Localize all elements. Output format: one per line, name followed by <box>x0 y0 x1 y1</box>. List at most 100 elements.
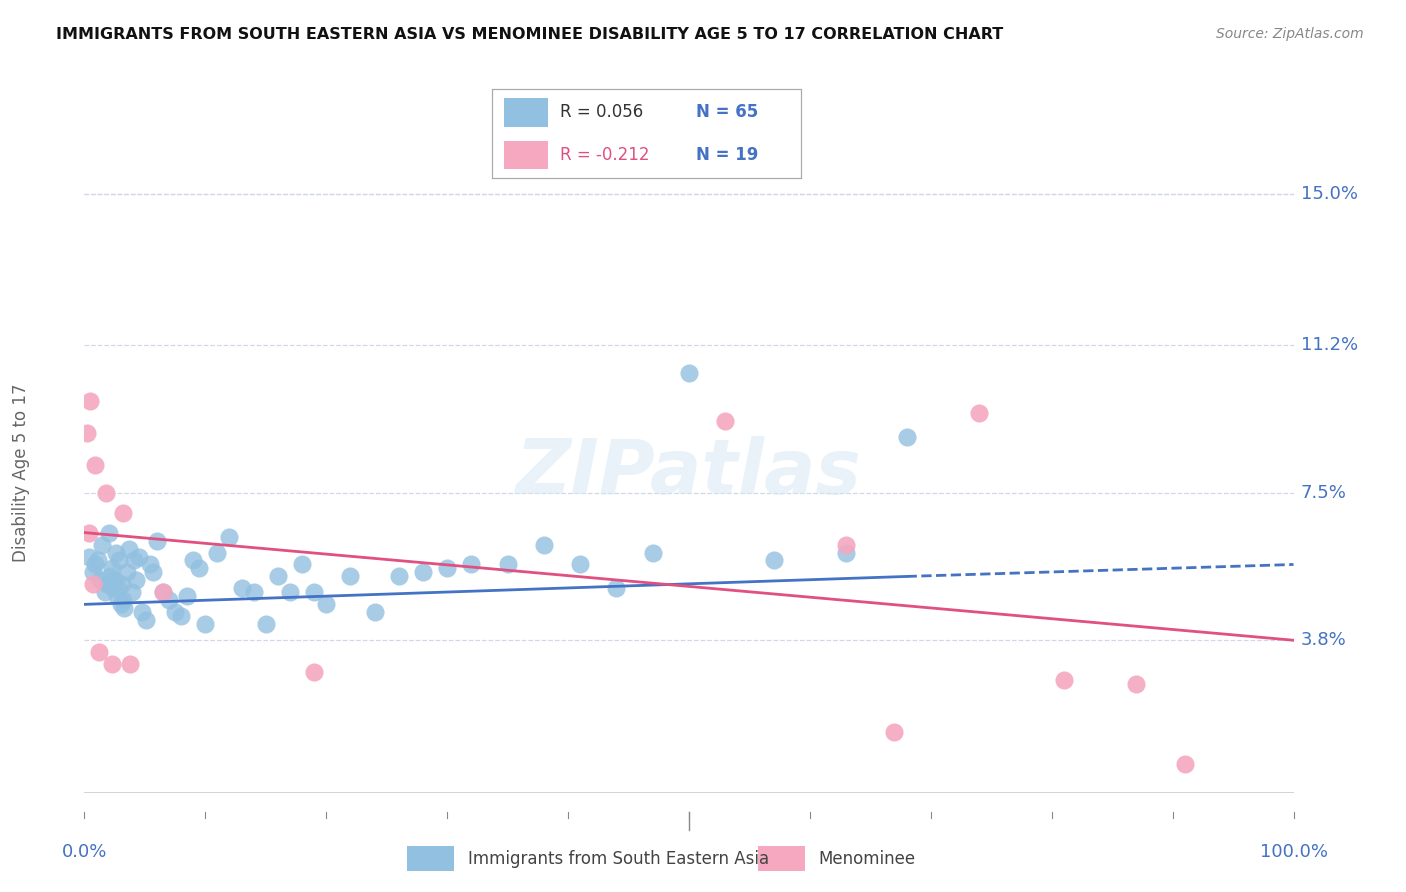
Text: Source: ZipAtlas.com: Source: ZipAtlas.com <box>1216 27 1364 41</box>
Text: ZIPatlas: ZIPatlas <box>516 436 862 509</box>
Point <box>388 569 411 583</box>
Point <box>460 558 482 572</box>
Text: 0.0%: 0.0% <box>62 843 107 861</box>
Text: 15.0%: 15.0% <box>1301 185 1358 202</box>
Point <box>242 585 264 599</box>
Point <box>107 582 129 596</box>
Point <box>762 553 785 567</box>
Point <box>152 585 174 599</box>
Point <box>89 574 111 588</box>
Point <box>1125 677 1147 691</box>
Point <box>436 561 458 575</box>
Point <box>181 553 204 567</box>
Text: Menominee: Menominee <box>818 849 915 868</box>
Point <box>94 585 117 599</box>
Point <box>115 566 138 580</box>
Bar <box>505 98 548 127</box>
Text: 100.0%: 100.0% <box>1260 843 1327 861</box>
Point <box>112 601 135 615</box>
Point <box>128 549 150 564</box>
Point <box>835 537 858 551</box>
Text: R = 0.056: R = 0.056 <box>560 103 644 121</box>
Text: IMMIGRANTS FROM SOUTH EASTERN ASIA VS MENOMINEE DISABILITY AGE 5 TO 17 CORRELATI: IMMIGRANTS FROM SOUTH EASTERN ASIA VS ME… <box>56 27 1004 42</box>
Point <box>967 406 990 420</box>
Point <box>291 558 314 572</box>
Point <box>111 577 134 591</box>
Point <box>1053 673 1076 687</box>
Point <box>339 569 361 583</box>
Point <box>112 506 135 520</box>
Point <box>302 585 325 599</box>
Point <box>207 545 229 559</box>
Point <box>278 585 301 599</box>
Point <box>101 657 124 672</box>
Text: R = -0.212: R = -0.212 <box>560 146 650 164</box>
Point <box>125 574 148 588</box>
Point <box>98 569 121 583</box>
Point <box>267 569 290 583</box>
Point <box>121 585 143 599</box>
Point <box>254 617 277 632</box>
Point <box>82 577 104 591</box>
Text: 7.5%: 7.5% <box>1301 483 1347 501</box>
Point <box>110 598 132 612</box>
Bar <box>758 847 806 871</box>
Point <box>896 430 918 444</box>
Point <box>103 582 125 596</box>
Point <box>1174 756 1197 771</box>
Point <box>138 558 160 572</box>
Point <box>84 458 107 472</box>
Text: 11.2%: 11.2% <box>1301 336 1358 354</box>
Point <box>91 537 114 551</box>
Text: Disability Age 5 to 17: Disability Age 5 to 17 <box>13 384 30 562</box>
Point <box>82 566 104 580</box>
Bar <box>505 141 548 169</box>
Point <box>118 541 141 556</box>
Point <box>678 366 700 380</box>
Point <box>194 617 217 632</box>
Point <box>104 545 127 559</box>
Text: 3.8%: 3.8% <box>1301 632 1347 649</box>
Point <box>76 425 98 440</box>
Text: N = 19: N = 19 <box>696 146 759 164</box>
Point <box>108 553 131 567</box>
Point <box>104 574 127 588</box>
Point <box>96 577 118 591</box>
Bar <box>408 847 454 871</box>
Point <box>412 566 434 580</box>
Point <box>142 566 165 580</box>
Point <box>165 605 187 619</box>
Point <box>176 590 198 604</box>
Point <box>496 558 519 572</box>
Point <box>883 725 905 739</box>
Point <box>135 613 157 627</box>
Point <box>94 485 117 500</box>
Point <box>84 558 107 572</box>
Point <box>77 525 100 540</box>
Text: N = 65: N = 65 <box>696 103 758 121</box>
Point <box>569 558 592 572</box>
Point <box>170 609 193 624</box>
Point <box>363 605 385 619</box>
Point <box>131 605 153 619</box>
Point <box>122 553 145 567</box>
Point <box>86 553 108 567</box>
Text: Immigrants from South Eastern Asia: Immigrants from South Eastern Asia <box>468 849 769 868</box>
Point <box>302 665 325 680</box>
Point <box>112 593 135 607</box>
Point <box>231 582 253 596</box>
Point <box>188 561 211 575</box>
Point <box>87 645 110 659</box>
Point <box>157 593 180 607</box>
Point <box>120 657 142 672</box>
Point <box>605 582 627 596</box>
Point <box>714 414 737 428</box>
Point <box>835 545 858 559</box>
Point <box>315 598 337 612</box>
Point <box>101 561 124 575</box>
Point <box>152 585 174 599</box>
Point <box>533 537 555 551</box>
Point <box>146 533 169 548</box>
Point <box>641 545 664 559</box>
Point <box>79 394 101 409</box>
